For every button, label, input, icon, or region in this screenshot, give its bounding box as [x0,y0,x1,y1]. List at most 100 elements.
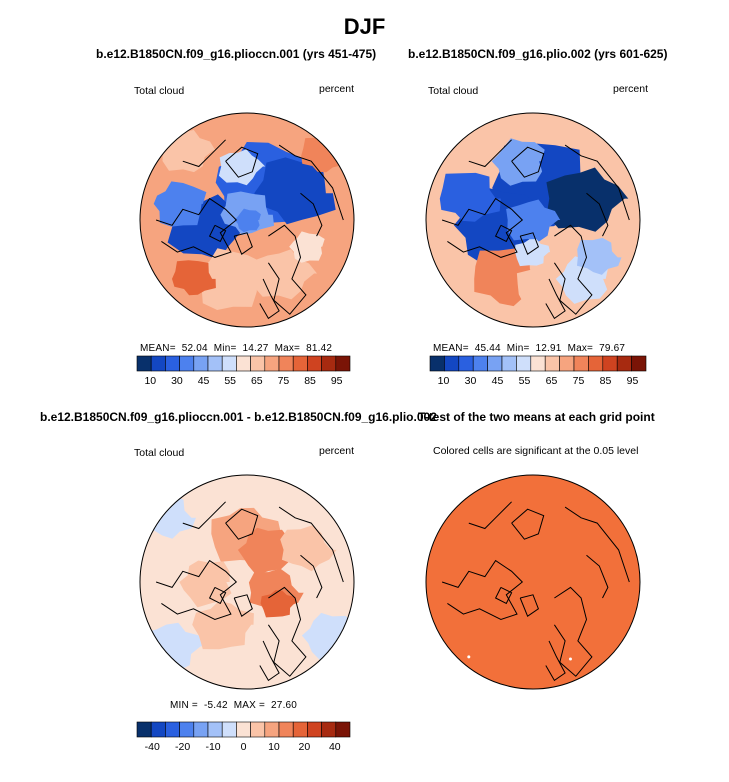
field-region [237,527,290,576]
panel3-min-value: -5.42 [203,700,228,711]
colorbar-cell [487,355,503,372]
cloud-field-4 [426,475,640,689]
field-region [439,172,501,222]
colorbar-cell [278,721,294,738]
field-region [218,149,266,186]
colorbar-tick-label: 45 [198,375,210,387]
coastline [494,586,513,605]
coastline [225,508,259,540]
colorbar-tick-label: 85 [600,375,612,387]
panel4-subtitle: Colored cells are significant at the 0.0… [433,445,639,457]
coastline [468,139,512,168]
colorbar-cell [207,355,223,372]
colorbar-cell [472,355,488,372]
coastline [233,232,253,255]
colorbar-tick-label: 30 [171,375,183,387]
panel1-mean-label: MEAN= [140,343,176,354]
colorbar-1: 10 30 45 55 65 75 85 95 [136,355,351,387]
panel2-mean-label: MEAN= [433,343,469,354]
colorbar-cell [588,355,604,372]
cloud-field-3 [140,475,354,689]
panel2-variable-label: Total cloud [428,85,479,97]
panel2-stats: MEAN= 45.44 Min= 12.91 Max= 79.67 [433,343,631,354]
panel3-title: b.e12.B1850CN.f09_g16.plioccn.001 - b.e1… [40,410,437,424]
colorbar-tick-label: 95 [331,375,343,387]
colorbar-cell [335,721,351,738]
colorbar-cell [136,721,152,738]
colorbar-2: 10 30 45 55 65 75 85 95 [429,355,647,387]
colorbar-cell [321,355,337,372]
coastline [519,594,540,617]
panel3-min-label: MIN = [170,700,198,711]
coastline [267,224,307,315]
coastlines [155,501,344,682]
field-region [289,231,325,263]
colorbar-cell [278,355,294,372]
coastline [441,197,524,258]
colorbar-tick-label: 55 [519,375,531,387]
colorbar-cell [292,355,308,372]
colorbar-cell [573,355,589,372]
colorbar-cell [150,721,166,738]
colorbar-tick-label: 30 [465,375,477,387]
colorbar-cell [136,355,152,372]
coastline [155,559,238,621]
coastline [519,232,540,255]
coastline [511,508,545,540]
colorbar-cell [307,355,322,372]
panel2-title: b.e12.B1850CN.f09_g16.plio.002 (yrs 601-… [408,47,668,61]
field-region [172,260,216,296]
field-region [192,600,254,650]
coastlines [441,139,630,320]
panel1-stats: MEAN= 52.04 Min= 14.27 Max= 81.42 [140,343,338,354]
colorbar-cell [165,721,180,738]
panel1-mean-value: 52.04 [181,343,208,354]
colorbar-tick-label: 20 [299,741,311,753]
insignificant-cell [568,657,572,661]
panel1-variable-label: Total cloud [134,85,185,97]
coastline [468,501,512,530]
colorbar-tick-label: 65 [546,375,558,387]
colorbar-tick-label: 10 [268,741,280,753]
colorbar-tick-label: -10 [205,741,220,753]
panel1-min-label: Min= [213,343,237,354]
panel2-min-label: Min= [506,343,530,354]
coastline [182,139,226,168]
colorbar-cell [250,355,266,372]
panel2-min-value: 12.91 [535,343,562,354]
colorbar-cell [544,355,560,372]
field-region [577,237,622,275]
panel1-units-label: percent [319,83,355,95]
colorbar-cell [616,355,632,372]
colorbar-cell [193,355,209,372]
coastline [441,559,524,621]
coastline [278,144,344,221]
colorbar-cell [179,355,195,372]
panel2-max-value: 79.67 [599,343,626,354]
colorbar-cell [321,721,337,738]
panel2-max-label: Max= [567,343,594,354]
coastline [586,554,609,599]
main-title: DJF [343,14,386,39]
coastline [208,224,227,243]
colorbar-cell [179,721,195,738]
map-boundary [425,474,641,690]
colorbar-tick-label: 55 [224,375,236,387]
colorbar-cell [559,355,575,372]
field-region [234,208,261,233]
coastlines [441,501,630,682]
panel3-max-label: MAX = [233,700,266,711]
colorbar-cell [335,355,351,372]
panel1-title: b.e12.B1850CN.f09_g16.plioccn.001 (yrs 4… [96,47,377,61]
colorbar-cell [236,355,251,372]
coastline [300,192,323,237]
colorbar-cell [444,355,460,372]
colorbar-tick-label: 40 [329,741,341,753]
coastline [300,554,323,599]
coastline [511,146,545,178]
map-panel-3 [139,474,355,690]
field-region [546,167,629,232]
coastline [545,278,566,320]
colorbar-tick-label: 65 [251,375,263,387]
